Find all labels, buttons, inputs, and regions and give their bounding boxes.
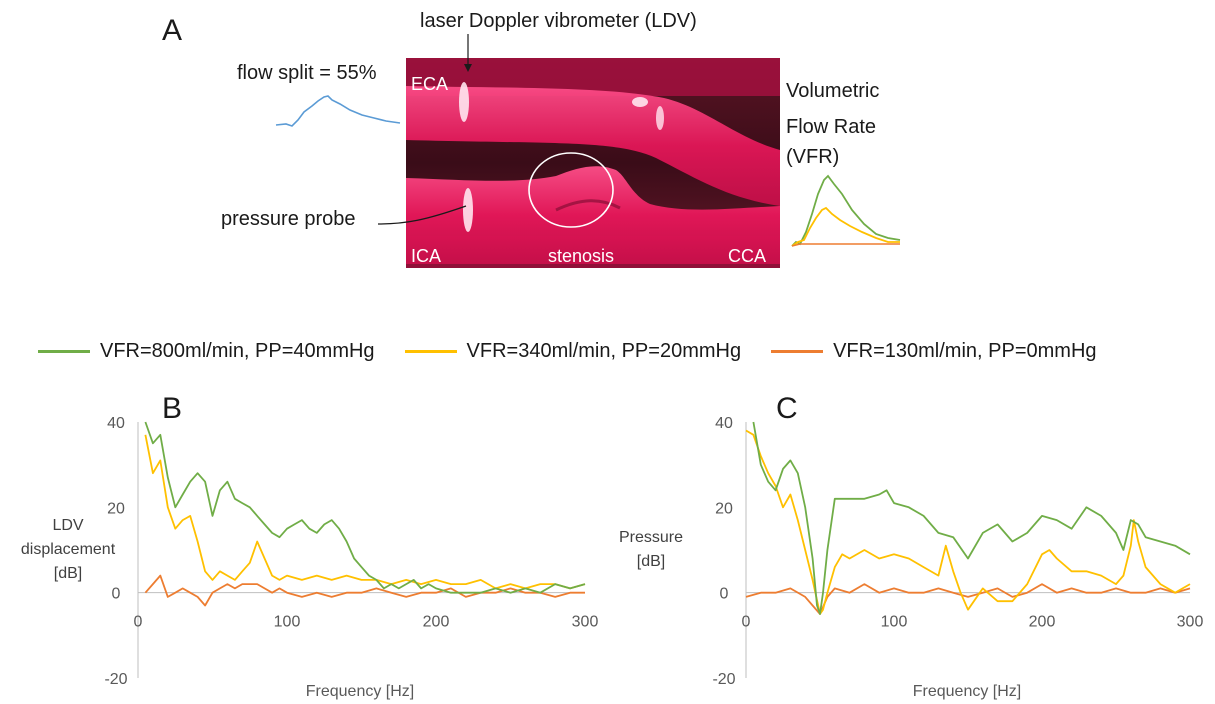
chart-c-series-line (752, 421, 1191, 615)
chart-c-ytick-label: 20 (715, 500, 733, 517)
chart-c-ytick-label: 40 (715, 415, 733, 432)
chart-b-series-line (144, 574, 585, 607)
panel-a-letter: A (162, 14, 183, 47)
vfr-label-line-2: Flow Rate (786, 116, 877, 138)
chart-ldv-displacement: LDV displacement [dB] Frequency [Hz] -20… (21, 415, 599, 700)
flow-split-waveform (275, 95, 401, 127)
chart-c-series-line (745, 429, 1191, 615)
stenosis-circle (528, 152, 614, 228)
panel-b-letter: B (162, 392, 183, 425)
chart-pressure: Pressure [dB] Frequency [Hz] -20 0 20 40 0 10… (619, 415, 1204, 700)
pressure-probe-label: pressure probe (221, 208, 356, 230)
chart-c-xtick-label: 100 (881, 614, 908, 631)
legend: VFR=800ml/min, PP=40mmHg VFR=340ml/min, … (38, 340, 1127, 363)
ldv-arrow (464, 34, 472, 72)
vfr-label-line-3: (VFR) (786, 146, 840, 168)
chart-b-ytick-label: 0 (112, 586, 121, 603)
chart-c-xlabel: Frequency [Hz] (913, 683, 1021, 700)
chart-b-ytick-label: 40 (107, 415, 125, 432)
chart-c-ylabel-line-2: [dB] (637, 553, 665, 570)
legend-label-800: VFR=800ml/min, PP=40mmHg (100, 340, 375, 362)
flow-split-label: flow split = 55% (237, 62, 377, 84)
chart-c-ytick-label: 0 (720, 586, 729, 603)
chart-b-series-line (144, 434, 586, 590)
chart-c-xtick-label: 200 (1029, 614, 1056, 631)
chart-b-series-line (144, 421, 586, 594)
chart-b-ylabel-line-1: LDV (52, 517, 83, 534)
vfr-waveforms (791, 174, 901, 247)
vfr-label-line-1: Volumetric (786, 80, 880, 102)
chart-c-ylabel-line-1: Pressure (619, 529, 683, 546)
ica-label: ICA (411, 246, 442, 266)
legend-label-130: VFR=130ml/min, PP=0mmHg (833, 340, 1097, 362)
legend-swatch-orange (771, 350, 824, 353)
cca-label: CCA (728, 246, 767, 266)
chart-b-xtick-label: 300 (572, 614, 599, 631)
chart-b-xtick-label: 200 (423, 614, 450, 631)
chart-b-xtick-label: 0 (134, 614, 143, 631)
legend-swatch-yellow (404, 350, 457, 353)
chart-c-xtick-label: 300 (1177, 614, 1204, 631)
legend-item-130: VFR=130ml/min, PP=0mmHg (771, 340, 1097, 363)
chart-b-xtick-label: 100 (274, 614, 301, 631)
legend-swatch-green (38, 350, 90, 353)
chart-b-ytick-label: -20 (104, 671, 127, 688)
chart-c-xtick-label: 0 (742, 614, 751, 631)
chart-b-ytick-label: 20 (107, 500, 125, 517)
chart-c-series-line (745, 583, 1191, 615)
legend-item-800: VFR=800ml/min, PP=40mmHg (38, 340, 375, 363)
legend-item-340: VFR=340ml/min, PP=20mmHg (404, 340, 742, 363)
panel-c-letter: C (776, 392, 798, 425)
chart-c-ytick-label: -20 (712, 671, 735, 688)
stenosis-label: stenosis (548, 246, 615, 266)
legend-label-340: VFR=340ml/min, PP=20mmHg (466, 340, 742, 362)
chart-b-ylabel-line-3: [dB] (54, 565, 82, 582)
carotid-phantom-photo (406, 58, 780, 268)
pressure-probe-pointer (377, 205, 467, 225)
chart-b-ylabel-line-2: displacement (21, 541, 116, 558)
chart-b-xlabel: Frequency [Hz] (306, 683, 414, 700)
ldv-label: laser Doppler vibrometer (LDV) (420, 10, 697, 32)
eca-label: ECA (411, 74, 449, 94)
